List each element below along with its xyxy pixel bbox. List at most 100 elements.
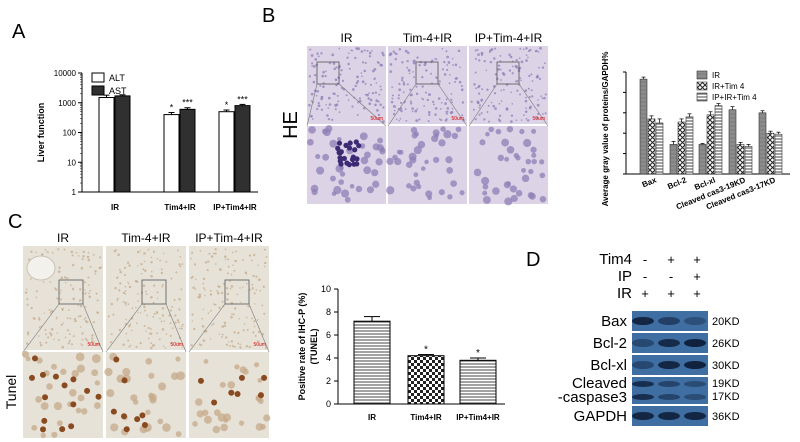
cell-nucleus: [251, 283, 254, 286]
cell-nucleus: [226, 298, 229, 301]
cell-nucleus: [435, 76, 438, 79]
cell-nucleus: [379, 63, 383, 67]
cell-nucleus: [485, 69, 488, 72]
cell-nucleus: [144, 290, 147, 293]
cell-nucleus: [214, 252, 217, 255]
cell-nucleus: [337, 100, 340, 103]
cell-nucleus: [174, 314, 177, 317]
cell-nucleus: [415, 85, 418, 88]
cell-nucleus: [338, 179, 344, 185]
cell-nucleus: [371, 92, 375, 95]
panel-label-a: A: [12, 21, 26, 43]
cell-nucleus: [329, 139, 338, 148]
cell-nucleus: [322, 85, 325, 89]
cell-nucleus: [511, 72, 514, 75]
cell-nucleus: [158, 382, 167, 391]
cell-nucleus: [347, 62, 350, 66]
micrograph-tile: [189, 246, 269, 350]
cell-nucleus: [338, 111, 341, 113]
cell-nucleus: [432, 103, 435, 106]
cell-nucleus: [25, 288, 28, 291]
cell-nucleus: [208, 252, 211, 255]
cell-nucleus: [448, 82, 451, 85]
tunel-positive-nucleus: [261, 374, 268, 381]
cell-nucleus: [196, 410, 204, 418]
cell-nucleus: [161, 283, 164, 286]
cell-nucleus: [418, 118, 421, 121]
cell-nucleus: [325, 125, 333, 133]
cell-nucleus: [400, 101, 403, 104]
cell-nucleus: [487, 104, 490, 107]
cell-nucleus: [181, 263, 184, 266]
cell-nucleus: [107, 315, 110, 318]
cell-nucleus: [308, 126, 316, 134]
cell-nucleus: [377, 137, 384, 144]
cell-nucleus: [79, 288, 82, 291]
micrograph-tile: [469, 46, 548, 124]
cell-nucleus: [81, 338, 84, 341]
cell-nucleus: [233, 331, 236, 334]
cell-nucleus: [161, 285, 163, 288]
cell-nucleus: [310, 54, 314, 57]
cell-nucleus: [80, 343, 82, 345]
cell-nucleus: [312, 80, 316, 84]
cell-nucleus: [478, 92, 481, 95]
protein-band: [658, 381, 680, 387]
cell-nucleus: [192, 286, 195, 289]
scale-bar-label: 50um: [451, 116, 464, 122]
cell-nucleus: [445, 118, 448, 121]
cell-nucleus: [194, 288, 197, 290]
cell-nucleus: [364, 83, 367, 85]
cell-nucleus: [478, 59, 481, 62]
cell-nucleus: [84, 281, 87, 284]
cell-nucleus: [320, 52, 323, 55]
cell-nucleus: [210, 255, 214, 258]
cell-nucleus: [525, 117, 528, 120]
cell-nucleus: [53, 401, 63, 411]
cell-nucleus: [420, 166, 426, 171]
cell-nucleus: [531, 152, 537, 158]
protein-band: [684, 361, 706, 369]
cell-nucleus: [523, 138, 532, 148]
cell-nucleus: [94, 273, 97, 275]
cell-nucleus: [333, 67, 336, 71]
cell-nucleus: [399, 117, 402, 120]
cell-nucleus: [369, 83, 372, 86]
cell-nucleus: [411, 110, 414, 113]
cell-nucleus: [306, 138, 314, 146]
cell-nucleus: [525, 107, 527, 110]
cell-nucleus: [528, 192, 536, 200]
cell-nucleus: [27, 333, 30, 336]
cell-nucleus: [386, 186, 395, 195]
cell-nucleus: [139, 250, 141, 252]
cell-nucleus: [445, 98, 448, 101]
cell-nucleus: [179, 265, 182, 268]
cell-nucleus: [474, 57, 477, 60]
cell-nucleus: [124, 290, 127, 292]
zoom-line: [22, 303, 60, 353]
cell-nucleus: [145, 357, 153, 365]
cell-nucleus: [448, 74, 451, 76]
cell-nucleus: [96, 311, 99, 313]
cell-nucleus: [47, 336, 50, 339]
cell-nucleus: [506, 181, 511, 186]
treatment-mark: +: [693, 269, 701, 284]
cell-nucleus: [99, 256, 102, 259]
cell-nucleus: [38, 335, 40, 337]
cell-nucleus: [152, 250, 156, 253]
cell-nucleus: [358, 97, 361, 100]
zoom-line: [468, 83, 498, 127]
cell-nucleus: [263, 414, 271, 422]
group-label: IP+Tim-4+IR: [475, 31, 543, 45]
cell-nucleus: [520, 119, 523, 121]
cell-nucleus: [75, 407, 82, 414]
cell-nucleus: [481, 176, 490, 185]
cell-nucleus: [325, 70, 327, 73]
cell-nucleus: [379, 85, 382, 88]
tunel-positive-nucleus: [257, 392, 264, 399]
cell-nucleus: [110, 302, 114, 306]
cell-nucleus: [333, 92, 336, 96]
cell-nucleus: [125, 332, 128, 335]
cell-nucleus: [162, 345, 165, 347]
